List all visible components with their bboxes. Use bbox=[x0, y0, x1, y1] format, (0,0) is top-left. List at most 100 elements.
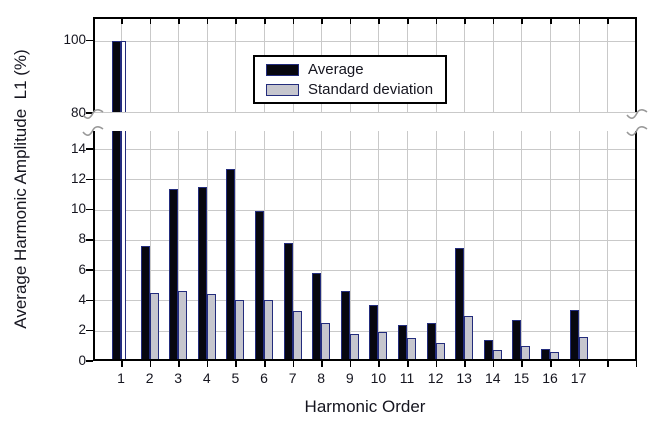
x-tick-label: 16 bbox=[542, 370, 558, 386]
x-tick-label: 2 bbox=[145, 370, 154, 386]
axis-tick-bottom bbox=[178, 361, 180, 367]
gridline bbox=[178, 131, 180, 361]
y-tick-label: 0 bbox=[78, 352, 86, 368]
bar-stddev-h9 bbox=[349, 333, 359, 361]
axis-tick-top bbox=[492, 19, 495, 24]
axis-break-mark bbox=[82, 126, 104, 136]
gridline bbox=[235, 131, 237, 361]
x-tick-label: 9 bbox=[345, 370, 354, 386]
axis-tick-top bbox=[178, 19, 180, 24]
axis-tick-top bbox=[464, 19, 466, 24]
gridline bbox=[464, 17, 466, 113]
legend-label-average: Average bbox=[308, 61, 364, 78]
x-tick-label: 6 bbox=[260, 370, 268, 386]
gridline bbox=[521, 17, 523, 113]
x-tick-label: 3 bbox=[174, 370, 183, 386]
gridline bbox=[93, 270, 637, 272]
axis-tick-top bbox=[550, 19, 552, 24]
gridline bbox=[435, 131, 437, 361]
axis-tick-left bbox=[86, 208, 93, 211]
axis-tick-top bbox=[235, 19, 237, 24]
x-tick-label: 4 bbox=[202, 370, 211, 386]
axis-tick-bottom bbox=[407, 361, 409, 367]
axis-tick-bottom bbox=[378, 361, 380, 367]
lower-frame-left bbox=[93, 131, 95, 361]
bar-average-h14 bbox=[483, 339, 493, 361]
gridline bbox=[264, 131, 265, 361]
axis-tick-top bbox=[349, 19, 352, 24]
axis-tick-bottom bbox=[550, 361, 552, 367]
axis-tick-left bbox=[86, 329, 93, 332]
axis-tick-top bbox=[635, 19, 638, 24]
x-tick-label: 13 bbox=[456, 370, 472, 386]
y-tick-label: 100 bbox=[63, 32, 86, 48]
bar-average-h13 bbox=[455, 247, 465, 361]
x-tick-label: 1 bbox=[117, 370, 125, 386]
gridline bbox=[206, 17, 208, 113]
upper-panel: 80 100 bbox=[63, 17, 638, 120]
bar-average-h15 bbox=[512, 320, 522, 361]
upper-frame-top bbox=[93, 17, 637, 19]
lower-panel: 0 2 4 6 8 10 12 14 1 2 3 4 5 6 7 8 9 10 11 12 13 14 15 16 17 bbox=[71, 131, 638, 386]
bar-stddev-h17 bbox=[578, 336, 588, 361]
y-tick-label: 4 bbox=[78, 291, 86, 307]
axis-tick-top bbox=[378, 19, 380, 24]
axis-tick-bottom bbox=[206, 361, 209, 367]
gridline bbox=[149, 17, 151, 113]
bar-stddev-h2 bbox=[149, 292, 159, 361]
gridline bbox=[607, 131, 609, 361]
upper-break-line bbox=[93, 112, 637, 113]
axis-tick-bottom bbox=[578, 361, 581, 367]
axis-tick-top bbox=[578, 19, 581, 24]
bar-average-h6 bbox=[255, 211, 264, 361]
x-tick-label: 10 bbox=[370, 370, 387, 386]
bar-average-h10 bbox=[369, 305, 379, 361]
axis-tick-top bbox=[121, 19, 123, 24]
gridline bbox=[578, 131, 580, 361]
axis-tick-bottom bbox=[521, 361, 523, 367]
bar-average-h11 bbox=[398, 324, 407, 361]
y-axis-title: Average Harmonic Amplitude L1 (%) bbox=[11, 49, 30, 329]
gridline bbox=[521, 131, 523, 361]
x-axis-line bbox=[93, 359, 637, 361]
bar-average-h12 bbox=[426, 323, 436, 361]
x-tick-label: 14 bbox=[485, 370, 501, 386]
axis-tick-top bbox=[264, 19, 266, 24]
axis-tick-top bbox=[435, 19, 438, 24]
bar-average-h3 bbox=[169, 188, 179, 361]
lower-frame-right bbox=[635, 131, 637, 361]
x-tick-label: 12 bbox=[427, 370, 444, 386]
bar-average-h9 bbox=[340, 291, 350, 361]
axis-tick-bottom bbox=[149, 361, 152, 367]
gridline bbox=[407, 131, 408, 361]
bar-stddev-h6 bbox=[264, 300, 273, 361]
bar-stddev-h1 bbox=[121, 131, 126, 361]
gridline bbox=[378, 131, 380, 361]
legend-label-stddev: Standard deviation bbox=[308, 81, 434, 98]
x-tick-label: 5 bbox=[231, 370, 240, 386]
axis-tick-top bbox=[292, 19, 295, 24]
upper-frame-right bbox=[635, 17, 637, 113]
axis-tick-left bbox=[86, 112, 93, 114]
gridline bbox=[492, 17, 494, 113]
x-tick-label: 7 bbox=[288, 370, 297, 386]
axis-tick-left bbox=[86, 39, 93, 42]
axis-tick-top bbox=[206, 19, 209, 24]
bar-average-h1 bbox=[112, 131, 121, 361]
bar-stddev-h7 bbox=[292, 311, 302, 361]
axis-break-mark bbox=[626, 109, 648, 119]
gridline bbox=[93, 40, 637, 42]
axis-tick-top bbox=[607, 19, 609, 24]
gridline bbox=[235, 17, 237, 113]
axis-tick-left bbox=[86, 239, 93, 241]
gridline bbox=[464, 131, 466, 361]
bar-average-h1-upper bbox=[112, 40, 121, 113]
axis-tick-bottom bbox=[235, 361, 237, 367]
bar-average-h5 bbox=[226, 168, 236, 361]
axis-break-mark bbox=[82, 109, 104, 119]
gridline bbox=[607, 17, 609, 113]
bar-stddev-h13 bbox=[464, 315, 474, 361]
gridline bbox=[93, 330, 637, 332]
axis-tick-top bbox=[521, 19, 523, 24]
axis-tick-bottom bbox=[264, 361, 266, 367]
